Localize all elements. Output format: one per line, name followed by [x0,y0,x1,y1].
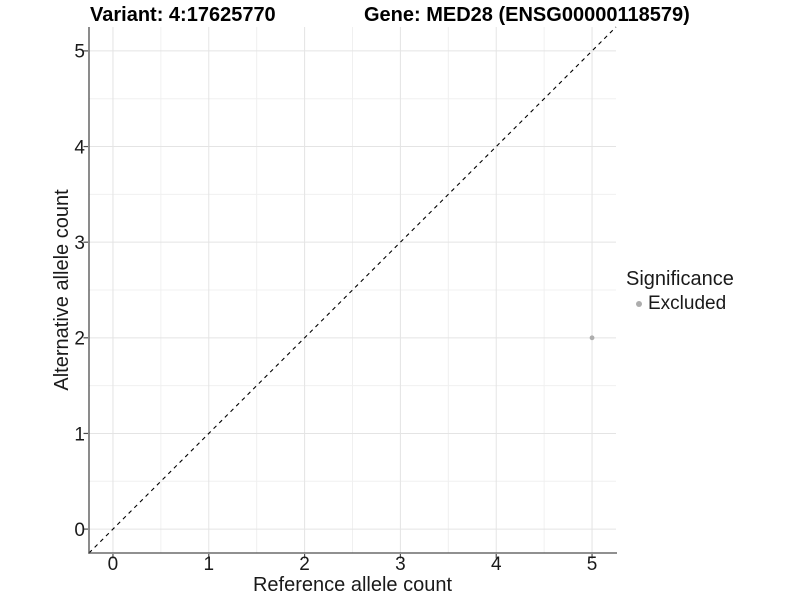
plot-title-gene: Gene: MED28 (ENSG00000118579) [364,4,690,26]
legend-item-label: Excluded [648,293,727,314]
x-tick-label: 2 [299,554,310,575]
y-tick-label: 5 [74,42,85,63]
y-tick-label: 4 [74,137,85,158]
y-tick-label: 2 [74,329,85,350]
legend-point-icon [636,300,642,307]
y-tick-label: 0 [74,520,85,541]
legend-item-excluded: Excluded [626,293,734,314]
x-tick-label: 4 [491,554,502,575]
x-tick-label: 3 [395,554,406,575]
y-axis-title: Alternative allele count [51,189,73,391]
legend-title: Significance [626,268,734,290]
legend: Significance Excluded [626,268,734,314]
x-axis-title: Reference allele count [253,574,452,596]
x-tick-label: 0 [108,554,119,575]
x-tick-label: 1 [203,554,214,575]
y-tick-label: 3 [74,233,85,254]
x-tick-label: 5 [587,554,598,575]
plot-title-variant: Variant: 4:17625770 [90,4,276,26]
data-point [589,335,595,341]
y-tick-label: 1 [74,424,85,445]
